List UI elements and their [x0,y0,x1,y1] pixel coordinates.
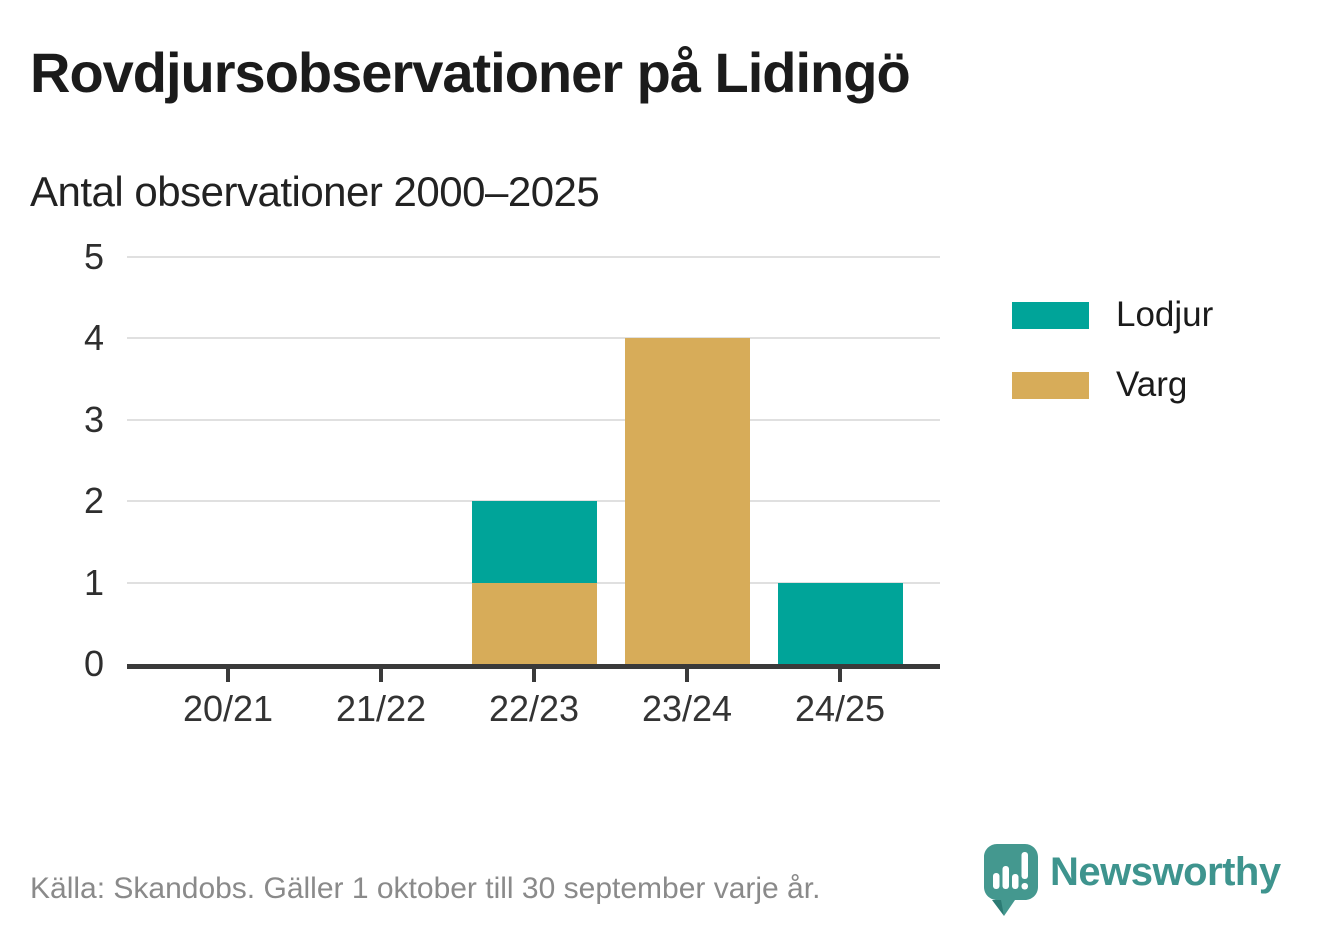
bar-segment-varg [624,338,750,664]
newsworthy-logo: Newsworthy [982,842,1281,918]
y-axis-tick-label: 1 [83,561,104,603]
y-axis-tick-label: 3 [83,398,104,440]
legend-item-lodjur: Lodjur [1012,295,1213,335]
x-axis-tick-label: 21/22 [335,688,427,729]
bar-segment-lodjur [471,501,597,583]
legend-swatch-varg [1012,371,1089,399]
legend-label-lodjur: Lodjur [1116,295,1214,334]
gridline [127,500,940,503]
y-axis-tick-label: 4 [83,317,104,359]
chart-subtitle: Antal observationer 2000–2025 [30,168,600,215]
chart-title: Rovdjursobservationer på Lidingö [30,41,911,104]
x-axis-tick-label: 23/24 [641,688,733,729]
legend-label-varg: Varg [1116,365,1188,404]
newsworthy-wordmark: Newsworthy [1050,850,1281,894]
x-axis-tick-label: 24/25 [794,688,886,729]
plot-area [127,256,940,669]
x-axis-tick [379,669,383,682]
newsworthy-speech-bubble-icon [984,844,1038,916]
bar-segment-varg [471,582,597,664]
y-axis-tick-label: 2 [83,480,104,522]
legend: Lodjur Varg [1012,295,1213,435]
x-axis-tick-label: 22/23 [488,688,580,729]
source-attribution: Källa: Skandobs. Gäller 1 oktober till 3… [30,872,821,905]
x-axis-tick [226,669,230,682]
x-axis-tick-label: 20/21 [182,688,274,729]
x-axis-tick [532,669,536,682]
legend-item-varg: Varg [1012,365,1213,405]
gridline [127,256,940,258]
legend-swatch-lodjur [1012,301,1089,329]
gridline [127,337,940,340]
y-axis-tick-label: 0 [83,643,104,684]
bar-segment-lodjur [777,582,903,664]
x-axis-tick [685,669,689,682]
x-axis-tick [838,669,842,682]
gridline [127,418,940,421]
y-axis-tick-label: 5 [83,236,104,277]
